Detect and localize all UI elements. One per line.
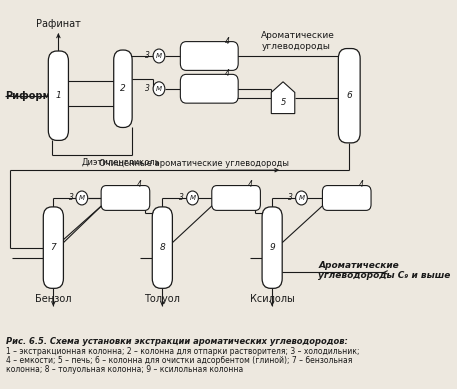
Text: 7: 7 [50, 243, 56, 252]
Text: 3: 3 [145, 84, 150, 93]
Ellipse shape [262, 268, 282, 288]
Text: 9: 9 [269, 243, 275, 252]
Text: колонна; 8 – толуольная колонна; 9 – ксилольная колонна: колонна; 8 – толуольная колонна; 9 – кси… [5, 365, 243, 374]
Ellipse shape [48, 51, 69, 71]
Text: Диэтиленгликоль: Диэтиленгликоль [82, 157, 160, 166]
Ellipse shape [114, 50, 132, 70]
Circle shape [186, 191, 198, 205]
Text: M: M [156, 54, 162, 60]
Text: Ароматические
углеводороды С₉ и выше: Ароматические углеводороды С₉ и выше [318, 261, 451, 280]
Text: 6: 6 [346, 91, 352, 100]
Bar [338, 58, 360, 133]
FancyBboxPatch shape [323, 186, 371, 210]
Polygon shape [271, 82, 295, 114]
Bar [262, 217, 282, 279]
Text: 4: 4 [137, 180, 142, 189]
FancyBboxPatch shape [212, 186, 260, 210]
Bar [152, 217, 172, 279]
Ellipse shape [114, 108, 132, 128]
Text: 4: 4 [225, 69, 230, 78]
Text: 3: 3 [69, 193, 74, 203]
Text: M: M [79, 195, 85, 202]
Text: 4: 4 [248, 180, 253, 189]
Text: M: M [298, 195, 304, 202]
Text: Рафинат: Рафинат [36, 19, 81, 29]
Text: 3: 3 [145, 51, 150, 61]
Text: 8: 8 [159, 243, 165, 252]
Text: M: M [156, 86, 162, 92]
Text: 3: 3 [179, 193, 184, 203]
Text: Риформат: Риформат [5, 91, 63, 101]
Text: 4: 4 [225, 37, 230, 46]
Bar [48, 61, 69, 130]
Ellipse shape [43, 207, 64, 227]
Text: Очищенные ароматические углеводороды: Очищенные ароматические углеводороды [99, 159, 289, 168]
Text: 1: 1 [55, 91, 61, 100]
Text: 3: 3 [288, 193, 293, 203]
Circle shape [153, 82, 165, 96]
FancyBboxPatch shape [101, 186, 150, 210]
FancyBboxPatch shape [181, 42, 238, 70]
Ellipse shape [338, 123, 360, 143]
Text: Рис. 6.5. Схема установки экстракции ароматических углеводородов:: Рис. 6.5. Схема установки экстракции аро… [5, 337, 347, 346]
Circle shape [296, 191, 308, 205]
Text: 4 – емкости; 5 – печь; 6 – колонна для очистки адсорбентом (глиной); 7 – бензоль: 4 – емкости; 5 – печь; 6 – колонна для о… [5, 356, 352, 365]
Ellipse shape [48, 121, 69, 140]
Circle shape [153, 49, 165, 63]
Text: 5: 5 [280, 98, 286, 107]
Text: Бензол: Бензол [35, 294, 72, 304]
Circle shape [76, 191, 88, 205]
Text: 1 – экстракционная колонна; 2 – колонна для отпарки растворителя; 3 – холодильни: 1 – экстракционная колонна; 2 – колонна … [5, 347, 359, 356]
Text: Ксилолы: Ксилолы [250, 294, 294, 304]
Ellipse shape [43, 268, 64, 288]
Text: 4: 4 [359, 180, 363, 189]
Ellipse shape [152, 268, 172, 288]
FancyBboxPatch shape [181, 74, 238, 103]
Ellipse shape [338, 49, 360, 68]
Ellipse shape [262, 207, 282, 227]
Text: Толуол: Толуол [144, 294, 180, 304]
Text: M: M [190, 195, 196, 202]
Ellipse shape [152, 207, 172, 227]
Text: Ароматические
углеводороды: Ароматические углеводороды [261, 32, 335, 51]
Text: 2: 2 [120, 84, 126, 93]
Bar [43, 217, 64, 279]
Bar [114, 60, 132, 117]
